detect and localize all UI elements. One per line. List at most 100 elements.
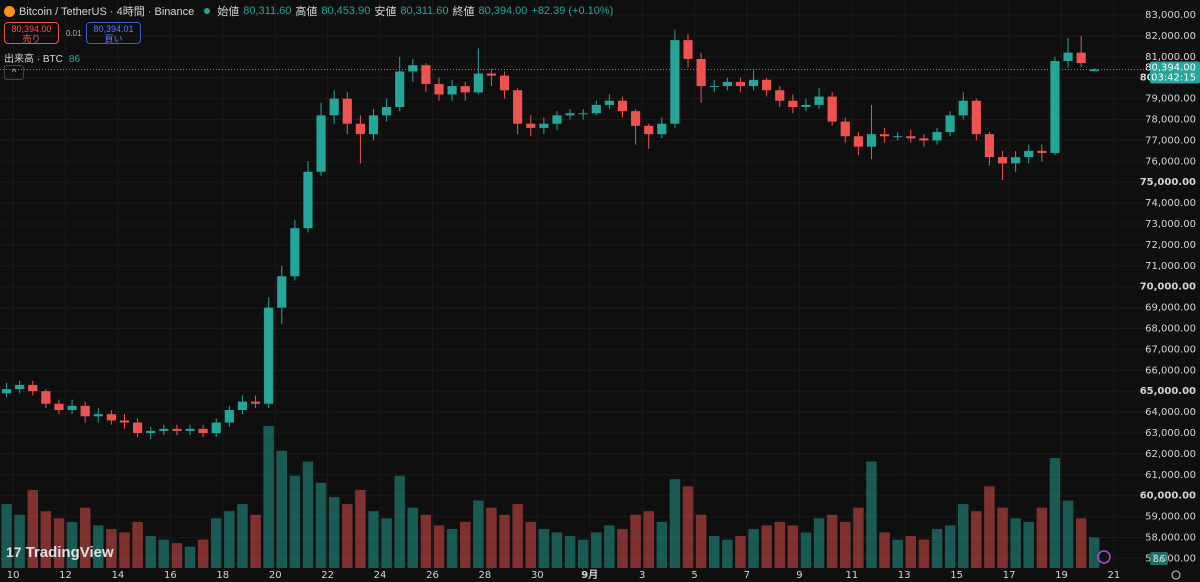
volume-bar xyxy=(892,539,903,568)
volume-bar xyxy=(224,511,235,568)
y-tick-label: 61,000.00 xyxy=(1145,470,1196,481)
volume-bar xyxy=(669,479,681,568)
volume-bar xyxy=(66,521,78,568)
candle-body xyxy=(342,98,352,124)
y-tick-label: 68,000.00 xyxy=(1145,324,1196,335)
settings-icon xyxy=(1171,570,1181,580)
x-tick-label: 3 xyxy=(639,570,645,581)
candle-body xyxy=(1063,52,1073,62)
x-tick-label: 28 xyxy=(479,570,492,581)
low-label: 安値 xyxy=(374,6,397,18)
candle-body xyxy=(591,104,601,114)
volume-bar xyxy=(158,539,170,568)
volume-bar xyxy=(918,539,930,568)
candle-body xyxy=(80,405,90,417)
x-tick-label: 26 xyxy=(426,570,439,581)
volume-bar xyxy=(499,514,510,568)
candle-body xyxy=(1024,150,1034,158)
y-tick-label: 74,000.00 xyxy=(1145,198,1196,209)
volume-bar xyxy=(787,525,799,568)
volume-bar xyxy=(93,525,104,568)
y-tick-label: 57,000.00 xyxy=(1145,553,1196,564)
x-tick-label: 11 xyxy=(845,570,858,581)
volume-bar xyxy=(237,504,248,568)
logo-text: TradingView xyxy=(25,544,114,561)
buy-label: 買い xyxy=(104,34,123,44)
volume-bar xyxy=(368,511,379,568)
volume-bar xyxy=(407,507,419,568)
candle-body xyxy=(172,428,182,431)
y-tick-label: 58,000.00 xyxy=(1145,532,1196,543)
y-tick-label: 76,000.00 xyxy=(1145,156,1196,167)
volume-bar xyxy=(984,486,995,568)
candle-body xyxy=(28,384,38,392)
candle-body xyxy=(827,96,837,122)
volume-bar xyxy=(446,528,458,568)
close-value: 80,394.00 xyxy=(478,5,528,17)
candle-body xyxy=(159,428,169,431)
volume-bar xyxy=(459,521,471,568)
volume-bar xyxy=(840,521,851,568)
volume-bar xyxy=(79,507,91,568)
x-tick-label: 10 xyxy=(7,570,20,581)
candle-body xyxy=(368,115,379,135)
candle-body xyxy=(185,428,195,431)
spread: 0.01 xyxy=(66,29,82,38)
y-tick-label: 77,000.00 xyxy=(1145,135,1196,146)
y-tick-label: 70,000.00 xyxy=(1140,282,1196,293)
volume-bar xyxy=(276,450,287,568)
x-tick-label: 12 xyxy=(59,570,72,581)
price-axis xyxy=(1148,0,1200,582)
y-tick-label: 78,000.00 xyxy=(1145,115,1196,126)
candle-body xyxy=(198,428,208,434)
volume-bar xyxy=(617,528,628,568)
buy-price: 80,394.01 xyxy=(93,24,134,34)
candle-body xyxy=(119,420,130,423)
volume-bar xyxy=(656,521,668,568)
symbol[interactable]: Bitcoin / TetherUS · 4時間 · Binance xyxy=(19,6,195,18)
y-tick-label: 71,000.00 xyxy=(1145,261,1196,272)
candle-body xyxy=(54,403,64,411)
volume-bar xyxy=(735,536,746,568)
candle-body xyxy=(329,98,339,116)
volume-bar xyxy=(197,539,209,568)
candle-body xyxy=(1037,150,1047,153)
y-tick-label: 82,000.00 xyxy=(1145,31,1196,42)
candle-body xyxy=(277,276,287,308)
candle-body xyxy=(971,100,981,135)
candle-body xyxy=(526,123,536,128)
candle-body xyxy=(421,65,431,85)
candle-body xyxy=(408,65,418,72)
candle-body xyxy=(565,113,575,116)
candle-body xyxy=(880,134,890,137)
y-tick-label: 64,000.00 xyxy=(1145,407,1196,418)
volume-bar xyxy=(931,528,943,568)
volume-bar xyxy=(1062,500,1074,568)
candle-body xyxy=(106,414,116,421)
sell-button[interactable]: 80,394.00 売り xyxy=(4,22,59,44)
x-tick-label: 14 xyxy=(112,570,125,581)
candle-body xyxy=(395,71,405,107)
candle-body xyxy=(447,86,457,95)
candle-body xyxy=(644,125,654,135)
x-tick-label: 22 xyxy=(321,570,334,581)
volume-bar xyxy=(957,504,969,568)
candle-body xyxy=(670,40,680,124)
logo-mark: 17 xyxy=(6,544,22,560)
buy-button[interactable]: 80,394.01 買い xyxy=(86,22,141,44)
collapse-button[interactable]: ^ xyxy=(4,65,24,80)
volume-bar xyxy=(538,528,550,568)
volume-bar xyxy=(577,539,589,568)
volume-bar xyxy=(53,518,65,568)
volume-bar xyxy=(1010,518,1021,568)
y-tick-label: 69,000.00 xyxy=(1145,303,1196,314)
volume-bar xyxy=(14,514,25,568)
y-tick-label: 67,000.00 xyxy=(1145,344,1196,355)
volume-bar xyxy=(971,511,982,568)
volume-bar xyxy=(420,514,432,568)
volume-bar xyxy=(722,539,733,568)
volume-bar xyxy=(748,528,759,568)
candle-body xyxy=(604,100,614,105)
x-tick-label: 18 xyxy=(216,570,229,581)
